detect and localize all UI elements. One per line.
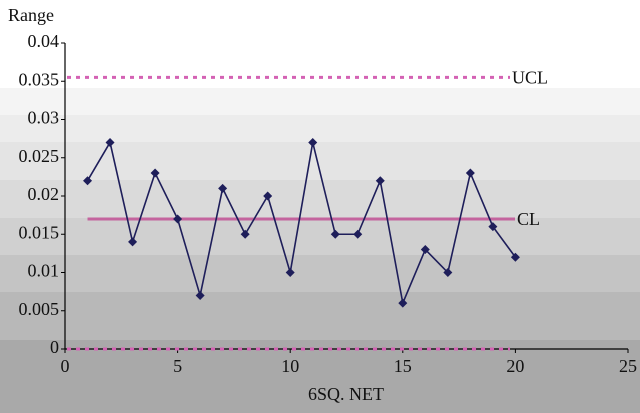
data-point (488, 222, 498, 232)
x-tick-label: 15 (394, 356, 412, 376)
data-point (330, 229, 340, 239)
y-tick-label: 0.005 (19, 299, 60, 319)
y-tick-label: 0.03 (28, 108, 60, 128)
data-point (240, 229, 250, 239)
y-tick-label: 0.015 (19, 222, 60, 242)
data-point (195, 290, 205, 300)
y-tick-label: 0.025 (19, 146, 60, 166)
y-tick-label: 0.02 (28, 184, 60, 204)
data-point (353, 229, 363, 239)
data-point (443, 268, 453, 277)
data-point (308, 137, 318, 147)
data-point (128, 237, 138, 247)
x-axis-title: 6SQ. NET (308, 384, 384, 404)
data-point (105, 137, 115, 147)
data-point (263, 191, 273, 201)
data-point (398, 298, 408, 308)
series-line (86, 140, 517, 306)
y-tick-label: 0.01 (28, 261, 60, 281)
data-point (375, 176, 385, 186)
data-point (173, 214, 183, 224)
reference-label: UCL (512, 68, 548, 88)
data-point (285, 268, 295, 277)
x-tick-label: 25 (619, 356, 637, 376)
data-point (218, 183, 228, 193)
data-point (420, 245, 430, 255)
x-tick-label: 20 (506, 356, 524, 376)
x-tick-label: 5 (173, 356, 182, 376)
data-point (510, 252, 520, 262)
y-axis-title: Range (8, 5, 54, 25)
y-tick-label: 0.035 (19, 69, 60, 89)
data-point (150, 168, 160, 178)
data-point (465, 168, 475, 178)
x-tick-label: 10 (281, 356, 299, 376)
y-tick-label: 0 (50, 337, 59, 357)
x-tick-label: 0 (61, 356, 70, 376)
data-point (83, 176, 93, 186)
y-tick-label: 0.04 (28, 31, 60, 51)
reference-label: CL (517, 209, 540, 229)
